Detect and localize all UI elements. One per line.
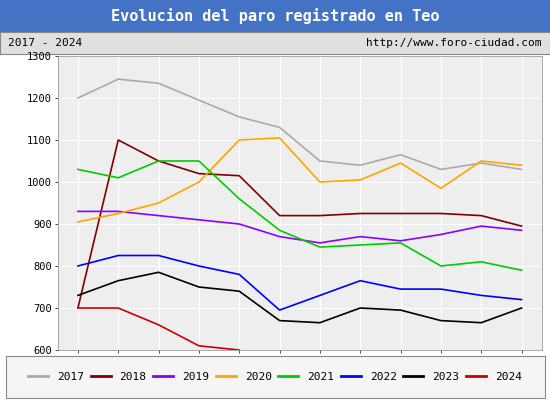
Text: Evolucion del paro registrado en Teo: Evolucion del paro registrado en Teo [111,8,439,24]
Legend: 2017, 2018, 2019, 2020, 2021, 2022, 2023, 2024: 2017, 2018, 2019, 2020, 2021, 2022, 2023… [24,368,526,386]
Text: http://www.foro-ciudad.com: http://www.foro-ciudad.com [366,38,542,48]
Text: 2017 - 2024: 2017 - 2024 [8,38,82,48]
